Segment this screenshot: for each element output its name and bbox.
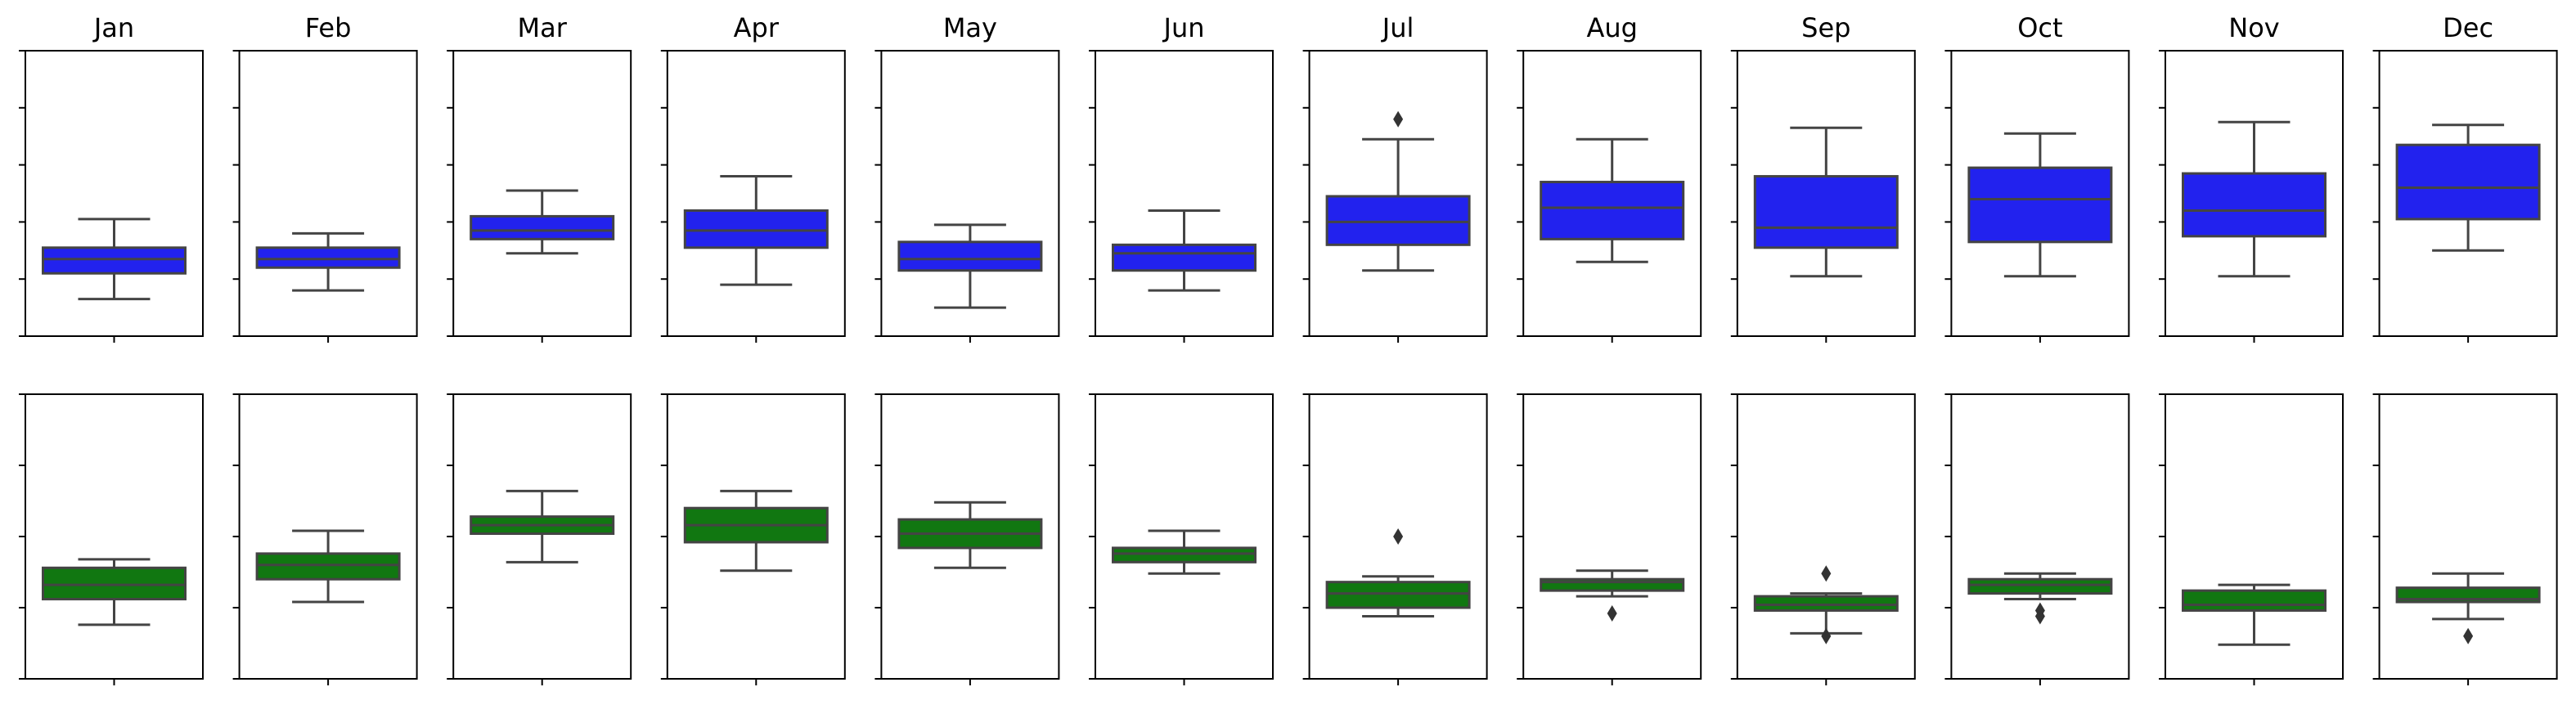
panel-mar-row1: Mar: [447, 12, 632, 343]
panel-frame: [25, 50, 204, 337]
panel-title-nov: Nov: [2228, 12, 2279, 43]
panel-title-dec: Dec: [2443, 12, 2493, 43]
box-oct: [1967, 577, 2113, 595]
panel-frame: [666, 50, 846, 337]
box-nov: [2182, 172, 2326, 238]
box-nov: [2182, 589, 2326, 612]
panel-frame: [1308, 50, 1488, 337]
box-feb: [255, 246, 401, 269]
panel-may-row1: May: [874, 12, 1060, 343]
box-dec: [2395, 143, 2541, 221]
panel-aug-row1: Aug: [1517, 12, 1702, 343]
panel-title-mar: Mar: [518, 12, 568, 43]
panel-title-may: May: [943, 12, 997, 43]
box-jun: [1112, 546, 1257, 564]
box-feb: [255, 552, 401, 581]
box-mar: [470, 214, 615, 240]
box-jan: [42, 246, 187, 275]
panel-may-row2: [874, 393, 1060, 685]
panel-frame: [880, 50, 1060, 337]
panel-frame: [1522, 393, 1702, 680]
box-apr: [683, 209, 829, 249]
panel-frame: [2165, 393, 2344, 680]
panel-frame: [1950, 393, 2130, 680]
panel-frame: [452, 50, 632, 337]
panel-dec-row1: Dec: [2372, 12, 2558, 343]
panel-jul-row2: [1302, 393, 1488, 685]
panel-oct-row2: [1944, 393, 2130, 685]
panel-frame: [1308, 393, 1488, 680]
box-jan: [42, 566, 187, 601]
outlier-marker: [2034, 608, 2045, 625]
panel-nov-row2: [2159, 393, 2344, 685]
panel-title-jun: Jun: [1162, 12, 1205, 43]
panel-apr-row2: [660, 393, 846, 685]
panel-frame: [238, 393, 418, 680]
panel-sep-row2: [1730, 393, 1916, 685]
panel-apr-row1: Apr: [660, 12, 846, 343]
panel-title-apr: Apr: [734, 12, 780, 43]
panel-title-sep: Sep: [1801, 12, 1850, 43]
panel-jul-row1: Jul: [1302, 12, 1488, 343]
outlier-marker: [1393, 110, 1404, 128]
panel-frame: [2378, 393, 2558, 680]
panel-frame: [2165, 50, 2344, 337]
box-jun: [1112, 243, 1257, 272]
panel-aug-row2: [1517, 393, 1702, 685]
panel-title-oct: Oct: [2017, 12, 2062, 43]
panel-jan-row2: [19, 393, 204, 685]
panel-feb-row1: Feb: [232, 12, 418, 343]
outlier-marker: [1821, 565, 1832, 582]
panel-jun-row2: [1089, 393, 1274, 685]
panel-frame: [25, 393, 204, 680]
panel-frame: [666, 393, 846, 680]
outlier-marker: [2463, 627, 2474, 644]
box-jul: [1325, 195, 1471, 246]
outlier-marker: [1607, 604, 1617, 622]
panel-frame: [238, 50, 418, 337]
panel-sep-row1: Sep: [1730, 12, 1916, 343]
panel-frame: [1522, 50, 1702, 337]
panel-frame: [2378, 50, 2558, 337]
panel-frame: [1950, 50, 2130, 337]
outlier-marker: [1393, 528, 1404, 545]
box-jul: [1325, 581, 1471, 609]
panel-title-jul: Jul: [1381, 12, 1414, 43]
box-sep: [1753, 595, 1899, 612]
panel-jan-row1: Jan: [19, 12, 204, 343]
panel-title-feb: Feb: [305, 12, 352, 43]
panel-frame: [880, 393, 1060, 680]
box-oct: [1967, 166, 2113, 244]
panel-dec-row2: [2372, 393, 2558, 685]
panel-feb-row2: [232, 393, 418, 685]
panel-oct-row1: Oct: [1944, 12, 2130, 343]
box-may: [897, 240, 1043, 272]
panel-jun-row1: Jun: [1089, 12, 1274, 343]
panel-frame: [1736, 393, 1916, 680]
panel-frame: [1095, 393, 1274, 680]
panel-mar-row2: [447, 393, 632, 685]
panel-frame: [452, 393, 632, 680]
panel-title-jan: Jan: [92, 12, 134, 43]
box-sep: [1753, 175, 1899, 249]
panel-nov-row1: Nov: [2159, 12, 2344, 343]
panel-frame: [1095, 50, 1274, 337]
outlier-marker: [1821, 627, 1832, 644]
panel-title-aug: Aug: [1586, 12, 1637, 43]
panel-frame: [1736, 50, 1916, 337]
box-aug: [1540, 181, 1685, 240]
